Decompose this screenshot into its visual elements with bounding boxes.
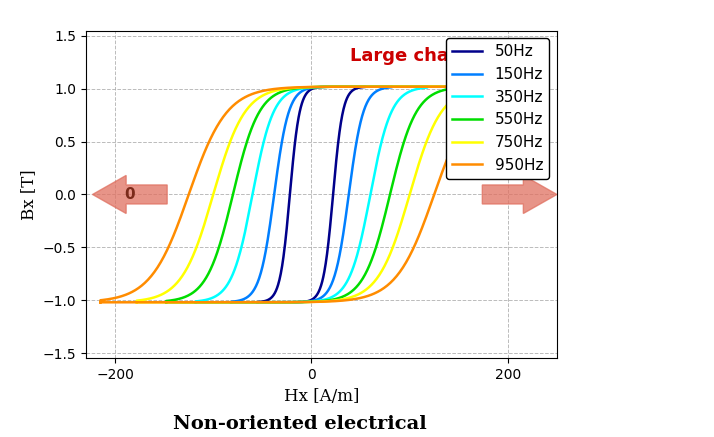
550Hz <box>162 300 171 305</box>
350Hz <box>403 90 411 96</box>
50Hz <box>283 300 291 305</box>
X-axis label: Hx [A/m]: Hx [A/m] <box>283 388 359 405</box>
950Hz <box>518 84 527 89</box>
Line: 50Hz: 50Hz <box>258 87 366 302</box>
50Hz <box>332 84 341 89</box>
750Hz <box>133 300 141 305</box>
350Hz <box>361 84 369 89</box>
550Hz <box>375 84 383 89</box>
Text: Large change: Large change <box>350 47 486 65</box>
Line: 150Hz: 150Hz <box>231 87 392 302</box>
750Hz <box>227 300 236 305</box>
150Hz <box>274 300 283 305</box>
950Hz <box>103 297 111 302</box>
350Hz <box>254 300 263 305</box>
750Hz <box>235 300 243 305</box>
550Hz <box>427 93 436 98</box>
Text: 0: 0 <box>124 187 135 202</box>
350Hz <box>191 300 200 305</box>
350Hz <box>314 298 323 304</box>
350Hz <box>195 298 203 304</box>
950Hz <box>211 300 219 305</box>
550Hz <box>453 84 461 89</box>
50Hz <box>253 300 262 305</box>
550Hz <box>166 298 175 303</box>
950Hz <box>405 84 413 89</box>
750Hz <box>388 84 397 89</box>
950Hz <box>96 300 105 305</box>
150Hz <box>312 297 321 302</box>
350Hz <box>423 84 432 89</box>
50Hz <box>311 295 319 300</box>
350Hz <box>191 300 200 305</box>
950Hz <box>220 300 228 305</box>
550Hz <box>162 300 171 305</box>
150Hz <box>388 84 396 89</box>
950Hz <box>481 97 490 103</box>
150Hz <box>229 299 238 304</box>
150Hz <box>271 300 279 305</box>
750Hz <box>451 95 460 100</box>
Y-axis label: Bx [T]: Bx [T] <box>20 169 37 220</box>
Legend: 50Hz, 150Hz, 350Hz, 550Hz, 750Hz, 950Hz: 50Hz, 150Hz, 350Hz, 550Hz, 750Hz, 950Hz <box>446 38 549 179</box>
550Hz <box>247 300 256 305</box>
50Hz <box>253 300 262 305</box>
950Hz <box>319 299 328 304</box>
Line: 950Hz: 950Hz <box>101 87 523 302</box>
Text: Non-oriented electrical: Non-oriented electrical <box>173 415 427 433</box>
50Hz <box>352 86 361 91</box>
750Hz <box>138 298 146 303</box>
750Hz <box>482 84 491 89</box>
150Hz <box>226 300 235 305</box>
350Hz <box>259 300 268 305</box>
550Hz <box>241 300 249 305</box>
50Hz <box>361 84 370 89</box>
750Hz <box>317 299 326 304</box>
50Hz <box>255 299 263 305</box>
950Hz <box>96 300 105 305</box>
150Hz <box>373 88 382 93</box>
Line: 550Hz: 550Hz <box>166 87 457 302</box>
550Hz <box>316 298 324 304</box>
150Hz <box>226 300 235 305</box>
Polygon shape <box>93 175 167 214</box>
Polygon shape <box>483 175 557 214</box>
Line: 350Hz: 350Hz <box>196 87 428 302</box>
50Hz <box>285 300 293 305</box>
150Hz <box>345 84 353 89</box>
Line: 750Hz: 750Hz <box>137 87 486 302</box>
750Hz <box>133 300 141 305</box>
